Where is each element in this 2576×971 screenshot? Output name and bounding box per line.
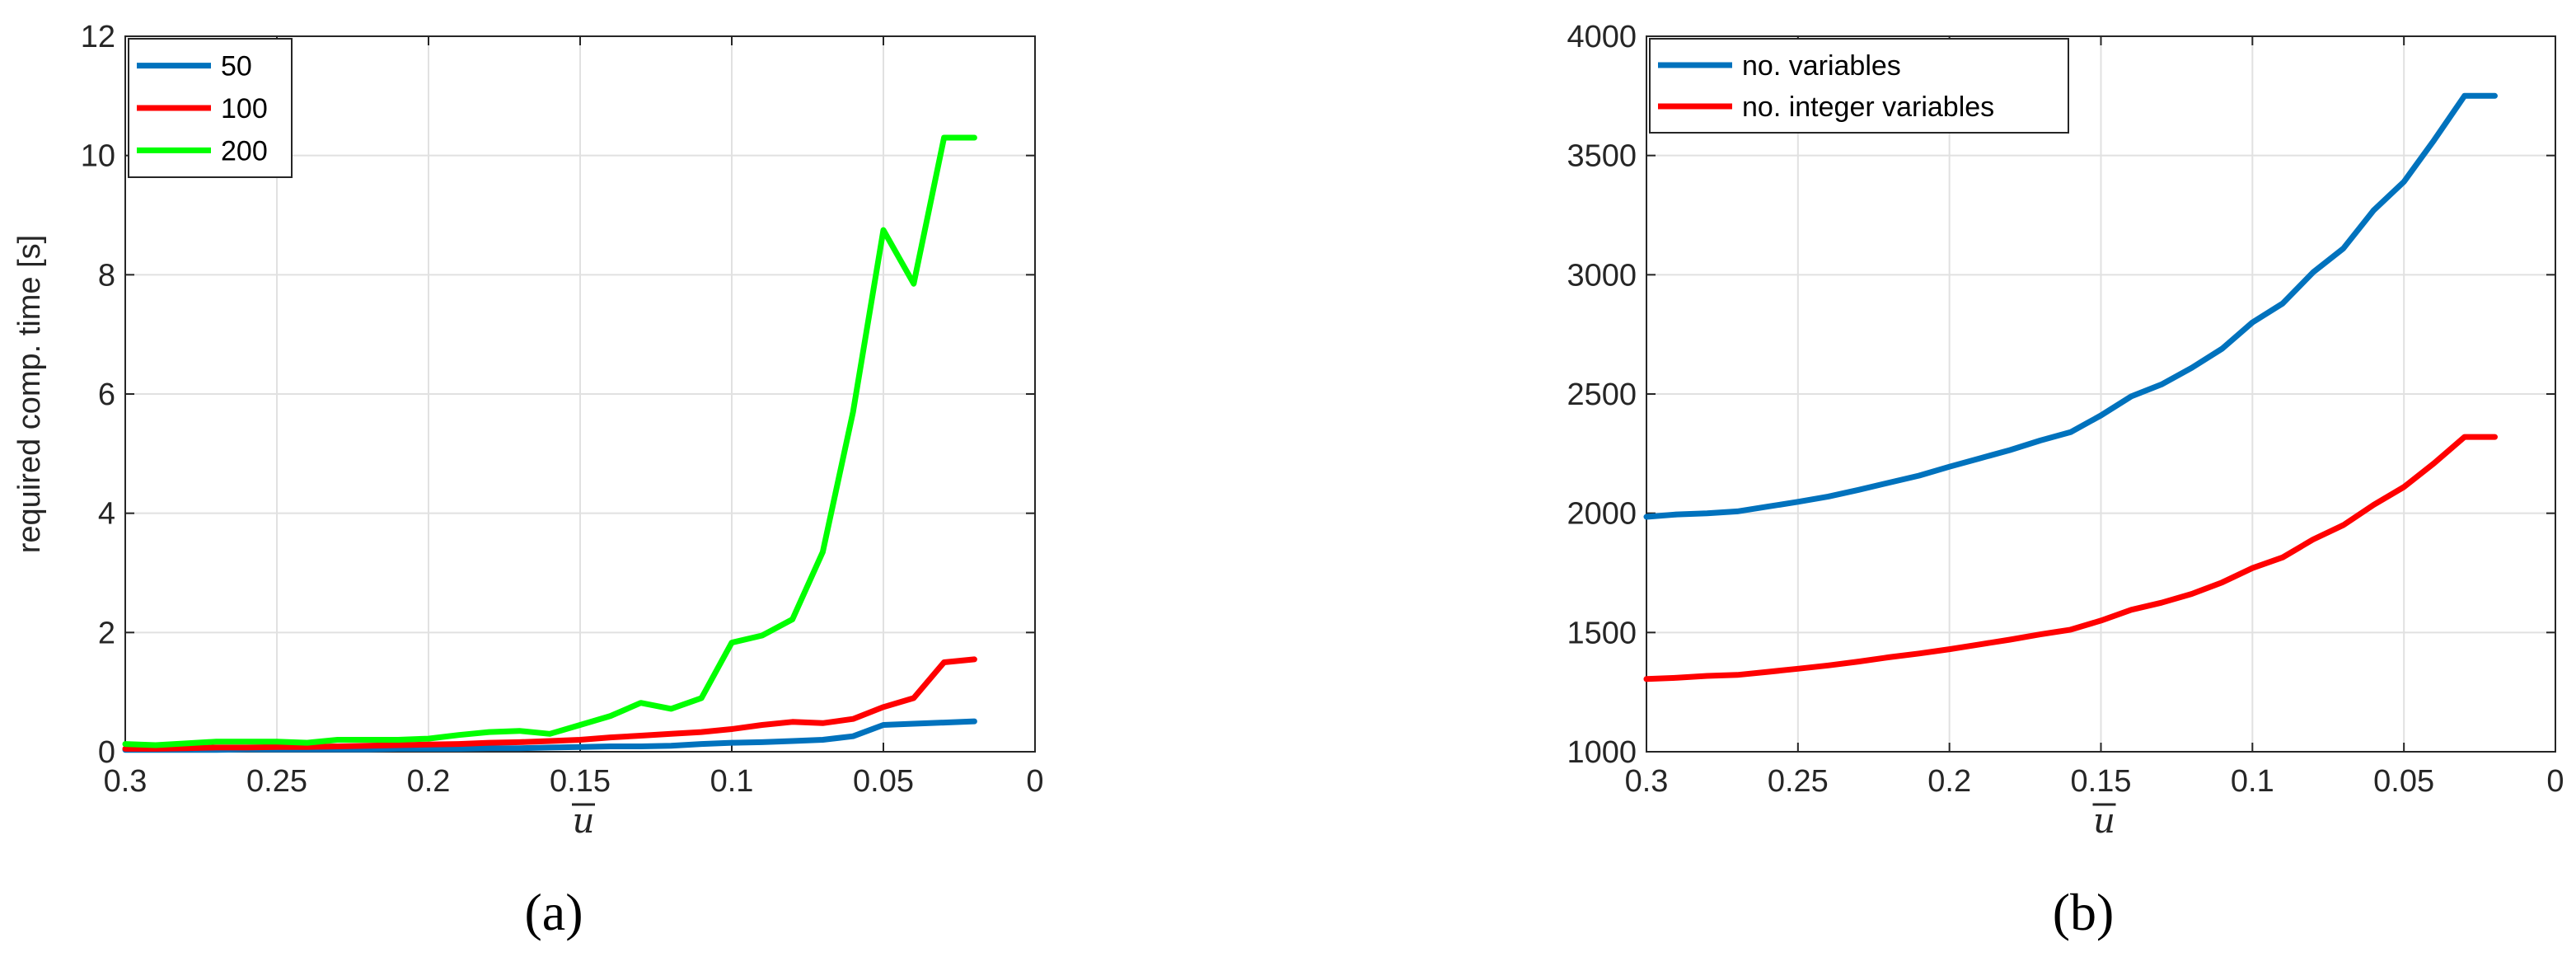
series-group-a bbox=[122, 134, 977, 753]
y-tick-label: 3000 bbox=[1567, 258, 1637, 293]
panel-caption-b: (b) bbox=[2053, 883, 2115, 941]
y-axis-label-a: required comp. time [s] bbox=[12, 235, 47, 553]
x-tick-labels-a: 0.3 0.25 0.2 0.15 0.1 0.05 0 bbox=[104, 764, 1044, 799]
series-group-b bbox=[1643, 92, 2498, 683]
x-tick-label: 0 bbox=[2546, 764, 2564, 799]
x-tick-label: 0.3 bbox=[1625, 764, 1669, 799]
y-tick-label: 1000 bbox=[1567, 735, 1637, 770]
x-axis-label-a: u bbox=[572, 800, 595, 841]
x-tick-label: 0.05 bbox=[853, 764, 914, 799]
y-tick-label: 1500 bbox=[1567, 616, 1637, 650]
x-axis-label-b: u bbox=[2092, 800, 2116, 841]
y-tick-label: 4 bbox=[98, 497, 115, 532]
y-tick-labels-a: 0 2 4 6 8 10 12 bbox=[81, 20, 115, 770]
legend-a: 50 100 200 bbox=[128, 38, 293, 178]
y-tick-label: 12 bbox=[81, 20, 115, 54]
panel-caption-a: (a) bbox=[524, 883, 583, 941]
x-tick-label: 0.15 bbox=[2071, 764, 2132, 799]
legend-label: 50 bbox=[221, 51, 252, 82]
x-axis-symbol-b: u bbox=[2093, 800, 2115, 841]
x-tick-label: 0.3 bbox=[104, 764, 148, 799]
legend-label: 100 bbox=[221, 93, 268, 124]
x-tick-label: 0.05 bbox=[2373, 764, 2434, 799]
x-tick-label: 0.2 bbox=[1927, 764, 1971, 799]
y-tick-label: 2 bbox=[98, 616, 115, 650]
tick-marks-b bbox=[1646, 35, 2556, 753]
legend-label: no. variables bbox=[1742, 50, 1901, 82]
y-tick-label: 4000 bbox=[1567, 20, 1637, 54]
x-tick-labels-b: 0.3 0.25 0.2 0.15 0.1 0.05 0 bbox=[1625, 764, 2564, 799]
x-tick-label: 0.1 bbox=[2231, 764, 2274, 799]
chart-panel-a: 0.3 0.25 0.2 0.15 0.1 0.05 0 0 2 4 6 8 10 12 require… bbox=[12, 20, 1044, 941]
y-tick-label: 2500 bbox=[1567, 378, 1637, 412]
y-tick-label: 3500 bbox=[1567, 139, 1637, 174]
x-tick-label: 0 bbox=[1026, 764, 1043, 799]
grid-b bbox=[1646, 35, 2556, 753]
legend-box bbox=[1649, 38, 2069, 134]
series-line-no-variables bbox=[1643, 92, 2498, 520]
legend-label: 200 bbox=[221, 135, 268, 167]
y-tick-label: 10 bbox=[81, 139, 115, 174]
legend-b: no. variables no. integer variables bbox=[1649, 38, 2069, 134]
series-line-no-integer-variables bbox=[1643, 434, 2498, 683]
y-tick-label: 2000 bbox=[1567, 497, 1637, 532]
x-tick-label: 0.1 bbox=[710, 764, 754, 799]
y-tick-labels-b: 1000 1500 2000 2500 3000 3500 4000 bbox=[1567, 20, 1637, 770]
series-line-200 bbox=[122, 134, 977, 748]
x-tick-label: 0.25 bbox=[1768, 764, 1829, 799]
x-tick-label: 0.15 bbox=[550, 764, 611, 799]
series-line-100 bbox=[122, 656, 977, 752]
legend-label: no. integer variables bbox=[1742, 91, 1994, 123]
chart-panel-b: 0.3 0.25 0.2 0.15 0.1 0.05 0 1000 1500 2000 2500 3… bbox=[1567, 20, 2564, 941]
y-tick-label: 6 bbox=[98, 378, 115, 412]
x-axis-symbol-a: u bbox=[572, 800, 594, 841]
x-tick-label: 0.2 bbox=[407, 764, 451, 799]
y-tick-label: 0 bbox=[98, 735, 115, 770]
y-tick-label: 8 bbox=[98, 258, 115, 293]
x-tick-label: 0.25 bbox=[246, 764, 307, 799]
